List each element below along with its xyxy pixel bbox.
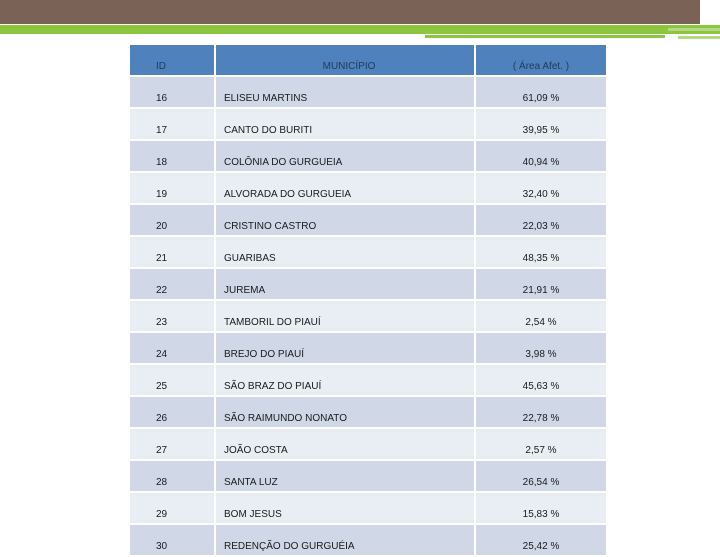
header-area: ( Área Afet. ) [475,45,608,77]
table-row: 26 SÃO RAIMUNDO NONATO 22,78 % [130,396,608,429]
cell-area: 32,40 % [475,172,608,205]
cell-id: 27 [130,428,216,461]
cell-area: 3,98 % [475,332,608,365]
cell-id: 18 [130,140,216,173]
slide-green-rule [425,35,665,38]
table-row: 28 SANTA LUZ 26,54 % [130,460,608,493]
cell-municipio: SANTA LUZ [215,460,476,493]
cell-municipio: JUREMA [215,268,476,301]
cell-id: 16 [130,76,216,109]
cell-id: 24 [130,332,216,365]
cell-area: 39,95 % [475,108,608,141]
table-header-row: ID MUNICÍPIO ( Área Afet. ) [130,45,608,77]
cell-area: 45,63 % [475,364,608,397]
cell-municipio: ALVORADA DO GURGUEIA [215,172,476,205]
table-row: 21 GUARIBAS 48,35 % [130,236,608,269]
table-row: 16 ELISEU MARTINS 61,09 % [130,76,608,109]
accent-line-1 [668,28,720,31]
table-row: 19 ALVORADA DO GURGUEIA 32,40 % [130,172,608,205]
slide-green-accent [668,28,720,48]
slide-top-bar [0,0,700,24]
cell-area: 25,42 % [475,524,608,557]
cell-municipio: TAMBORIL DO PIAUÍ [215,300,476,333]
cell-area: 2,57 % [475,428,608,461]
cell-area: 2,54 % [475,300,608,333]
cell-id: 30 [130,524,216,557]
table-row: 25 SÃO BRAZ DO PIAUÍ 45,63 % [130,364,608,397]
cell-municipio: JOÃO COSTA [215,428,476,461]
cell-area: 15,83 % [475,492,608,525]
header-id: ID [130,45,216,77]
cell-id: 26 [130,396,216,429]
cell-area: 22,03 % [475,204,608,237]
table-row: 29 BOM JESUS 15,83 % [130,492,608,525]
table-row: 17 CANTO DO BURITI 39,95 % [130,108,608,141]
cell-municipio: ELISEU MARTINS [215,76,476,109]
cell-municipio: CANTO DO BURITI [215,108,476,141]
table-row: 18 COLÔNIA DO GURGUEIA 40,94 % [130,140,608,173]
cell-municipio: BREJO DO PIAUÍ [215,332,476,365]
table-row: 23 TAMBORIL DO PIAUÍ 2,54 % [130,300,608,333]
cell-municipio: SÃO RAIMUNDO NONATO [215,396,476,429]
header-municipio: MUNICÍPIO [215,45,476,77]
cell-area: 61,09 % [475,76,608,109]
cell-id: 19 [130,172,216,205]
table-row: 30 REDENÇÃO DO GURGUÉIA 25,42 % [130,524,608,557]
cell-municipio: GUARIBAS [215,236,476,269]
cell-municipio: CRISTINO CASTRO [215,204,476,237]
cell-municipio: COLÔNIA DO GURGUEIA [215,140,476,173]
municipio-table: ID MUNICÍPIO ( Área Afet. ) 16 ELISEU MAR… [130,45,608,557]
table-row: 20 CRISTINO CASTRO 22,03 % [130,204,608,237]
cell-area: 26,54 % [475,460,608,493]
slide-green-band [0,25,720,34]
accent-line-2 [678,36,720,39]
cell-area: 22,78 % [475,396,608,429]
table-row: 24 BREJO DO PIAUÍ 3,98 % [130,332,608,365]
cell-area: 48,35 % [475,236,608,269]
table-row: 22 JUREMA 21,91 % [130,268,608,301]
cell-id: 23 [130,300,216,333]
cell-municipio: BOM JESUS [215,492,476,525]
table-body: 16 ELISEU MARTINS 61,09 % 17 CANTO DO BURITI… [130,76,608,557]
slide-top-bar-corner [700,0,720,24]
cell-area: 21,91 % [475,268,608,301]
table-row: 27 JOÃO COSTA 2,57 % [130,428,608,461]
cell-id: 21 [130,236,216,269]
cell-id: 17 [130,108,216,141]
cell-id: 28 [130,460,216,493]
cell-id: 22 [130,268,216,301]
cell-id: 20 [130,204,216,237]
cell-municipio: REDENÇÃO DO GURGUÉIA [215,524,476,557]
cell-id: 25 [130,364,216,397]
cell-municipio: SÃO BRAZ DO PIAUÍ [215,364,476,397]
cell-id: 29 [130,492,216,525]
cell-area: 40,94 % [475,140,608,173]
